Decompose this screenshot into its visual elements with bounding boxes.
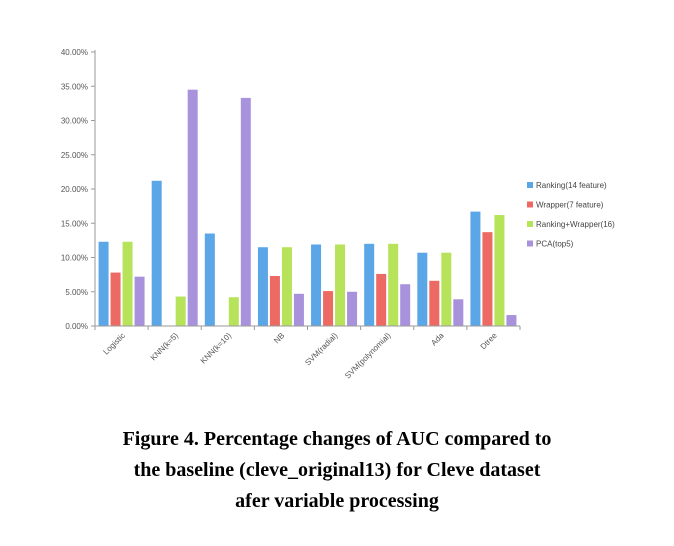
bar-svm-radial--series-2 xyxy=(323,291,334,326)
bar-knn-k-10--series-3 xyxy=(228,297,239,326)
bar-logistic-series-1 xyxy=(98,241,109,326)
caption-line-3: afer variable processing xyxy=(235,490,439,512)
y-tick-label: 5.00% xyxy=(65,288,88,297)
bar-nb-series-2 xyxy=(269,275,280,326)
bar-svm-radial--series-3 xyxy=(335,244,346,326)
y-axis: 0.00% 5.00% 10.00% 15.00% 20.00% 25.00% 30.00%… xyxy=(61,48,96,331)
bar-svm-polynomial--series-3 xyxy=(388,243,399,326)
bar-knn-k-5--series-1 xyxy=(151,180,162,326)
x-tick-label: NB xyxy=(272,331,286,345)
bar-svm-polynomial--series-1 xyxy=(364,243,375,326)
bar-ada-series-4 xyxy=(453,299,464,326)
x-tick-label: Dtree xyxy=(479,331,500,352)
bar-nb-series-4 xyxy=(293,293,304,326)
bar-svm-radial--series-4 xyxy=(347,291,358,326)
bar-logistic-series-2 xyxy=(110,272,121,326)
x-tick-label: SVM(radial) xyxy=(303,331,339,367)
bar-knn-k-10--series-4 xyxy=(240,97,251,327)
x-tick-label: SVM(polynomial) xyxy=(343,331,393,381)
y-tick-label: 20.00% xyxy=(61,185,88,194)
bar-dtree-series-2 xyxy=(482,232,493,326)
legend-swatch xyxy=(527,201,533,208)
bar-logistic-series-3 xyxy=(122,241,133,326)
x-tick-label: Ada xyxy=(429,331,446,348)
y-tick-label: 15.00% xyxy=(61,219,88,228)
bar-chart: 0.00% 5.00% 10.00% 15.00% 20.00% 25.00% 30.00%… xyxy=(61,48,615,381)
bar-ada-series-2 xyxy=(429,280,440,326)
caption-line-1: Figure 4. Percentage changes of AUC comp… xyxy=(122,428,552,450)
bar-svm-radial--series-1 xyxy=(311,244,322,326)
bar-dtree-series-1 xyxy=(470,211,481,326)
bar-knn-k-5--series-4 xyxy=(187,89,198,326)
bar-knn-k-10--series-1 xyxy=(204,233,215,326)
x-axis: Logistic KNN(k=5) KNN(k=10) NB SVM(radial) SV… xyxy=(94,325,521,381)
legend-swatch xyxy=(527,182,533,188)
bar-knn-k-5--series-3 xyxy=(175,296,186,326)
bar-ada-series-3 xyxy=(441,252,452,326)
figure-caption: Figure 4. Percentage changes of AUC comp… xyxy=(0,424,674,517)
x-tick-label: KNN(k=5) xyxy=(149,331,181,363)
bar-nb-series-1 xyxy=(257,247,268,326)
caption-line-2: the baseline (cleve_original13) for Clev… xyxy=(133,459,541,481)
y-tick-label: 0.00% xyxy=(65,322,88,331)
x-tick-label: Logistic xyxy=(101,331,127,357)
legend-label: Ranking(14 feature) xyxy=(536,181,607,190)
x-tick-label: KNN(k=10) xyxy=(199,331,234,366)
legend-swatch xyxy=(527,240,533,247)
legend-label: Wrapper(7 feature) xyxy=(536,201,604,210)
legend: Ranking(14 feature) Wrapper(7 feature) Ran… xyxy=(527,181,615,249)
bar-svm-polynomial--series-4 xyxy=(400,284,411,326)
y-tick-label: 35.00% xyxy=(61,82,88,91)
legend-swatch xyxy=(527,221,533,227)
y-tick-label: 40.00% xyxy=(61,48,88,57)
bar-dtree-series-3 xyxy=(494,215,505,326)
bar-svm-polynomial--series-2 xyxy=(376,273,387,326)
y-tick-label: 25.00% xyxy=(61,151,88,160)
bar-nb-series-3 xyxy=(281,247,292,326)
bar-dtree-series-4 xyxy=(506,315,517,326)
bars xyxy=(98,89,517,327)
y-tick-label: 30.00% xyxy=(61,117,88,126)
legend-label: Ranking+Wrapper(16) xyxy=(536,220,615,229)
bar-logistic-series-4 xyxy=(134,276,145,326)
legend-label: PCA(top5) xyxy=(536,240,574,249)
y-tick-label: 10.00% xyxy=(61,254,88,263)
bar-ada-series-1 xyxy=(417,252,428,326)
